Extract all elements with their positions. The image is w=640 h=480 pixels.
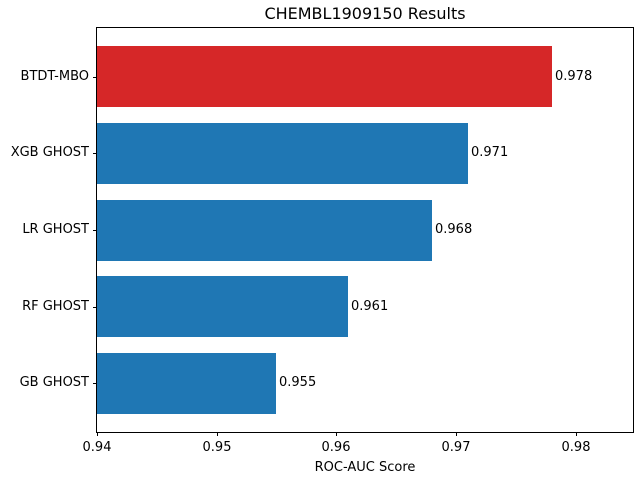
bar-rf-ghost	[97, 276, 348, 337]
y-tick-mark	[93, 307, 97, 308]
y-tick-label: RF GHOST	[22, 299, 89, 314]
bar-gb-ghost	[97, 353, 276, 414]
bar-value-label: 0.968	[435, 222, 473, 237]
y-tick-mark	[93, 77, 97, 78]
bar-value-label: 0.971	[471, 145, 509, 160]
y-tick-mark	[93, 383, 97, 384]
x-tick-label: 0.95	[202, 440, 232, 455]
bar-value-label: 0.978	[555, 69, 593, 84]
bar-xgb-ghost	[97, 123, 468, 184]
x-tick-label: 0.98	[561, 440, 591, 455]
x-tick-mark	[576, 432, 577, 436]
y-tick-label: BTDT-MBO	[20, 69, 89, 84]
x-axis-label: ROC-AUC Score	[314, 460, 416, 475]
y-tick-label: LR GHOST	[22, 222, 89, 237]
bar-btdt-mbo	[97, 46, 552, 107]
x-tick-label: 0.97	[441, 440, 471, 455]
x-tick-label: 0.96	[321, 440, 351, 455]
x-tick-mark	[336, 432, 337, 436]
y-tick-mark	[93, 230, 97, 231]
y-tick-mark	[93, 153, 97, 154]
chart-title: CHEMBL1909150 Results	[264, 4, 466, 23]
y-tick-label: GB GHOST	[19, 375, 89, 390]
bar-value-label: 0.955	[279, 375, 317, 390]
y-tick-label: XGB GHOST	[10, 145, 89, 160]
x-tick-mark	[456, 432, 457, 436]
bar-lr-ghost	[97, 200, 432, 261]
x-tick-label: 0.94	[82, 440, 112, 455]
x-tick-mark	[217, 432, 218, 436]
bar-value-label: 0.961	[351, 299, 389, 314]
x-tick-mark	[97, 432, 98, 436]
